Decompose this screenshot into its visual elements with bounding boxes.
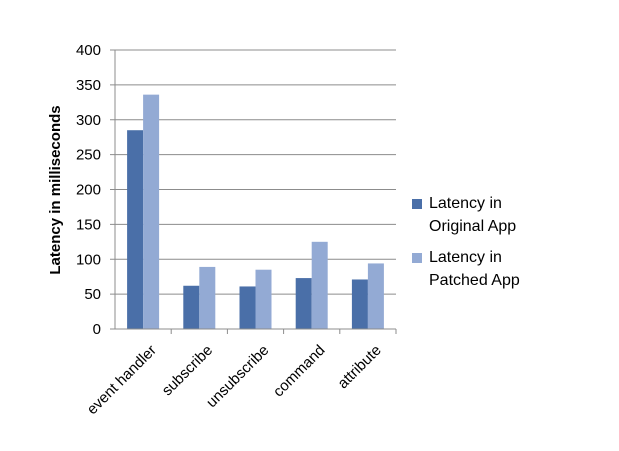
legend: Latency in Original App Latency in Patched … bbox=[412, 195, 520, 289]
axes bbox=[110, 49, 397, 334]
bar-patched-unsubscribe bbox=[255, 269, 272, 329]
y-tick-label: 250 bbox=[76, 147, 101, 164]
gridlines bbox=[115, 49, 396, 295]
legend-label: Patched App bbox=[429, 272, 520, 289]
legend-swatch bbox=[412, 199, 422, 209]
legend-label: Latency in bbox=[429, 249, 502, 266]
y-tick-label: 0 bbox=[93, 321, 101, 338]
y-tick-label: 400 bbox=[76, 42, 101, 59]
x-tick-label: command bbox=[270, 342, 329, 401]
y-tick-label: 50 bbox=[84, 286, 101, 303]
legend-label: Latency in bbox=[429, 195, 502, 212]
bars bbox=[127, 94, 384, 329]
bar-patched-event-handler bbox=[143, 94, 160, 329]
y-tick-label: 150 bbox=[76, 216, 101, 233]
bar-patched-subscribe bbox=[199, 266, 216, 329]
bar-original-subscribe bbox=[183, 285, 200, 329]
bar-original-attribute bbox=[351, 279, 368, 329]
bar-patched-attribute bbox=[367, 263, 384, 329]
x-tick-label: attribute bbox=[334, 342, 384, 392]
bar-patched-command bbox=[311, 241, 328, 329]
bar-original-event-handler bbox=[127, 130, 144, 329]
y-tick-labels: 0 50 100 150 200 250 300 350 400 bbox=[76, 42, 101, 338]
x-tick-labels: event handlersubscribeunsubscribecommand… bbox=[84, 342, 385, 418]
legend-label: Original App bbox=[429, 218, 516, 235]
x-tick-label: subscribe bbox=[159, 342, 216, 399]
y-tick-label: 200 bbox=[76, 182, 101, 199]
y-tick-label: 350 bbox=[76, 77, 101, 94]
bar-original-unsubscribe bbox=[239, 286, 256, 329]
bar-original-command bbox=[295, 278, 312, 329]
y-tick-label: 300 bbox=[76, 112, 101, 129]
x-tick-label: event handler bbox=[84, 342, 160, 418]
y-tick-label: 100 bbox=[76, 251, 101, 268]
y-axis-label: Latency in milliseconds bbox=[47, 105, 64, 274]
legend-swatch bbox=[412, 253, 422, 263]
